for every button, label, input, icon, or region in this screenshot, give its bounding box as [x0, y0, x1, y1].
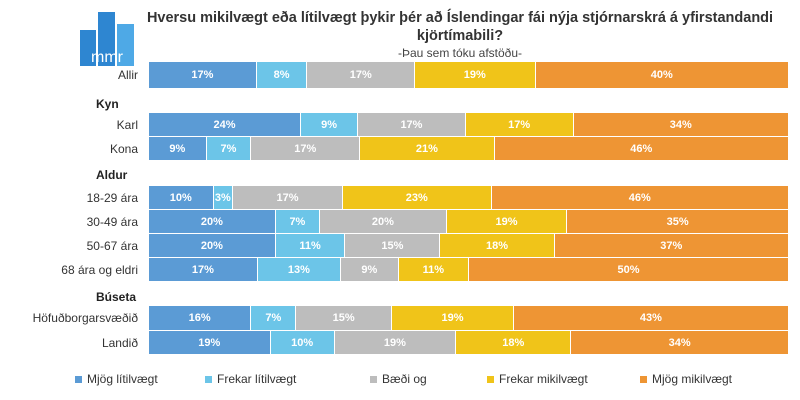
bar-segment: 19% [415, 62, 536, 88]
bar-segment: 34% [571, 331, 789, 354]
bar-segment: 19% [446, 210, 568, 233]
legend-swatch [205, 375, 212, 383]
legend-item: Mjög mikilvægt [640, 372, 732, 386]
chart-title: Hversu mikilvægt eða lítilvægt þykir þér… [146, 10, 774, 44]
bar-segment: 9% [301, 113, 359, 136]
bar-segment: 17% [307, 62, 416, 88]
bar-segment: 35% [567, 210, 789, 233]
group-label: Aldur [96, 168, 128, 182]
bar-segment: 17% [358, 113, 466, 136]
bar-segment: 7% [275, 210, 321, 233]
bar-segment: 3% [213, 186, 234, 209]
legend-item: Frekar mikilvægt [487, 372, 588, 386]
bar-segment: 9% [341, 258, 399, 281]
mmr-logo: mmr [80, 12, 134, 66]
bar-segment: 19% [392, 306, 514, 330]
legend: Mjög lítilvægt Frekar lítilvægt Bæði og Fre… [0, 372, 800, 388]
legend-item: Bæði og [370, 372, 427, 386]
bar-segment: 10% [270, 331, 335, 354]
row-label: 18-29 ára [86, 190, 138, 205]
row-label: Karl [116, 117, 138, 132]
group-label: Búseta [96, 290, 137, 304]
bar-segment: 15% [296, 306, 393, 330]
bar-segment: 23% [342, 186, 492, 209]
bar-segment: 40% [535, 62, 789, 88]
bar-segment: 18% [456, 331, 572, 354]
bar-segment: 21% [360, 137, 495, 160]
bar-segment: 13% [257, 258, 341, 281]
legend-swatch [75, 375, 82, 383]
row-label: Höfuðborgarsvæðið [32, 311, 138, 325]
bar-segment: 46% [494, 137, 789, 160]
row-label: 68 ára og eldri [61, 262, 138, 277]
bar-segment: 46% [491, 186, 789, 209]
bar-segment: 43% [513, 306, 789, 330]
row-label: Kona [109, 141, 138, 156]
bar-segment: 34% [573, 113, 789, 136]
bar-segment: 17% [149, 62, 257, 88]
bar-segment: 8% [256, 62, 308, 88]
bar-segment: 20% [149, 210, 276, 233]
legend-label: Mjög lítilvægt [87, 372, 158, 386]
bar-segment: 11% [398, 258, 469, 281]
bar-segment: 24% [149, 113, 302, 136]
bar-segment: 50% [469, 258, 789, 281]
row-label: Allir [118, 68, 138, 82]
bar-segment: 19% [149, 331, 271, 354]
bar-segment: 17% [233, 186, 343, 209]
row-label: 30-49 ára [86, 214, 138, 229]
row-label: Landið [101, 335, 138, 350]
bar-segment: 19% [334, 331, 457, 354]
bar-segment: 18% [440, 234, 555, 257]
legend-label: Frekar mikilvægt [499, 372, 588, 386]
bar-segment: 15% [345, 234, 441, 257]
legend-label: Bæði og [382, 372, 427, 386]
svg-text:mmr: mmr [91, 49, 124, 66]
legend-swatch [487, 375, 494, 383]
bar-segment: 11% [275, 234, 346, 257]
legend-item: Frekar lítilvægt [205, 372, 296, 386]
bar-segment: 20% [320, 210, 447, 233]
legend-swatch [370, 375, 377, 383]
bar-segment: 16% [149, 306, 252, 330]
bar-segment: 10% [149, 186, 214, 209]
chart-subtitle: -Þau sem tóku afstöðu- [397, 46, 523, 60]
bar-segment: 37% [554, 234, 789, 257]
bar-segment: 9% [149, 137, 207, 160]
bar-segment: 17% [149, 258, 258, 281]
legend-label: Frekar lítilvægt [217, 372, 297, 386]
legend-swatch [640, 375, 647, 383]
legend-item: Mjög lítilvægt [75, 372, 158, 386]
group-label: Kyn [96, 97, 119, 111]
legend-label: Mjög mikilvægt [652, 372, 733, 386]
row-label: 50-67 ára [86, 238, 138, 253]
bar-segment: 7% [251, 306, 297, 330]
bar-segment: 17% [251, 137, 361, 160]
bar-segment: 17% [465, 113, 574, 136]
bar-segment: 7% [206, 137, 252, 160]
bar-segment: 20% [149, 234, 276, 257]
